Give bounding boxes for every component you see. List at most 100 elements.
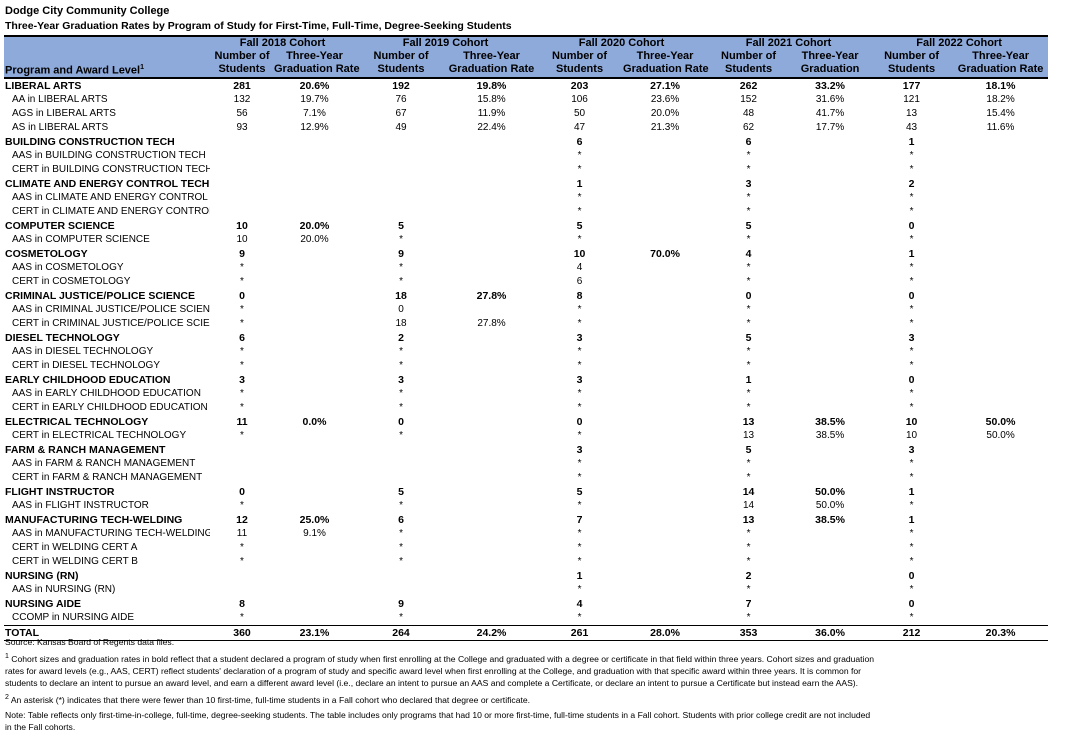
student-count: * xyxy=(577,612,582,624)
program-row: NURSING (RN) 1 2 0 xyxy=(4,569,1048,583)
student-count: * xyxy=(746,528,751,540)
student-count: 7 xyxy=(745,598,752,611)
student-count: 192 xyxy=(392,80,410,93)
student-count: 62 xyxy=(742,122,755,134)
graduation-rate xyxy=(790,177,870,191)
student-count: 8 xyxy=(239,598,245,611)
student-count: * xyxy=(746,206,751,218)
student-count: * xyxy=(746,318,751,330)
graduation-rate xyxy=(623,415,707,429)
graduation-rate xyxy=(274,359,355,373)
graduation-rate: 27.8% xyxy=(477,318,506,330)
student-count: 6 xyxy=(576,136,583,149)
student-count xyxy=(355,471,447,485)
student-count: * xyxy=(240,276,244,288)
student-count: * xyxy=(577,304,582,316)
program-label: CRIMINAL JUSTICE/POLICE SCIENCE xyxy=(5,290,195,303)
graduation-rate xyxy=(790,233,870,247)
student-count: 47 xyxy=(573,122,586,134)
graduation-rate xyxy=(953,163,1048,177)
student-count: * xyxy=(577,388,582,400)
student-count: 4 xyxy=(576,598,583,611)
graduation-rate xyxy=(953,205,1048,219)
student-count: * xyxy=(577,430,582,442)
graduation-rate xyxy=(274,205,355,219)
graduation-rate: 9.1% xyxy=(303,528,326,540)
graduation-rate xyxy=(447,401,536,415)
student-count: 262 xyxy=(739,80,758,93)
footnote-1: 1 Cohort sizes and graduation rates in b… xyxy=(5,653,875,688)
student-count: * xyxy=(577,164,582,176)
student-count xyxy=(210,471,274,485)
student-count: * xyxy=(399,430,403,442)
graduation-rate xyxy=(790,275,870,289)
student-count: * xyxy=(909,192,914,204)
graduation-rate: 18.1% xyxy=(985,80,1016,93)
graduation-rate xyxy=(274,471,355,485)
graduation-rate xyxy=(790,359,870,373)
student-count: 48 xyxy=(742,108,755,120)
award-row: AA in LIBERAL ARTS 132 19.7% 76 15.8% 106 23.6… xyxy=(4,93,1048,107)
program-row: NURSING AIDE 8 9 4 7 0 xyxy=(4,597,1048,611)
column-header: Three-Year xyxy=(447,49,537,62)
graduation-rate xyxy=(623,163,707,177)
graduation-rate xyxy=(447,415,536,429)
student-count: 1 xyxy=(908,514,915,527)
graduation-rate: 27.8% xyxy=(476,290,507,303)
student-count: * xyxy=(746,360,751,372)
graduation-rate xyxy=(274,303,355,317)
student-count: * xyxy=(746,262,751,274)
student-count: 13 xyxy=(906,108,918,120)
student-count: * xyxy=(746,276,751,288)
student-count: 9 xyxy=(239,248,245,261)
program-label: CERT in CRIMINAL JUSTICE/POLICE SCIEN xyxy=(12,318,210,330)
graduation-rate xyxy=(447,499,536,513)
student-count xyxy=(210,163,274,177)
graduation-rate xyxy=(623,471,707,485)
graduation-rate xyxy=(274,611,355,626)
student-count: 3 xyxy=(239,374,245,387)
student-count: * xyxy=(746,388,751,400)
graduation-rate: 17.7% xyxy=(815,122,845,134)
graduation-rate xyxy=(274,401,355,415)
column-header: Graduation Rate xyxy=(953,62,1049,80)
graduation-rate xyxy=(790,401,870,415)
student-count: * xyxy=(399,388,403,400)
award-row: AAS in CLIMATE AND ENERGY CONTROL TECH * *… xyxy=(4,191,1048,205)
student-count: * xyxy=(746,192,751,204)
student-count xyxy=(355,191,447,205)
award-row: CERT in WELDING CERT B * * * * * xyxy=(4,555,1048,569)
student-count: * xyxy=(399,346,403,358)
graduation-rate xyxy=(790,471,870,485)
graduation-rate: 18.2% xyxy=(986,94,1015,106)
award-row: CERT in COSMETOLOGY * * 6 * * xyxy=(4,275,1048,289)
column-header: Number of xyxy=(536,49,624,62)
program-label: CERT in BUILDING CONSTRUCTION TECH xyxy=(12,164,210,176)
award-row: CERT in CLIMATE AND ENERGY CONTROL TECH *… xyxy=(4,205,1048,219)
graduation-rate xyxy=(790,457,870,471)
graduation-rate: 20.6% xyxy=(299,80,330,93)
student-count: 12 xyxy=(236,514,248,527)
student-count: 3 xyxy=(398,374,404,387)
graduation-rate xyxy=(623,317,707,331)
graduation-rate xyxy=(623,205,707,219)
graduation-rate xyxy=(274,135,355,149)
graduation-rate: 23.1% xyxy=(274,625,356,642)
student-count: 10 xyxy=(573,248,586,261)
program-row: COMPUTER SCIENCE 10 20.0% 5 5 5 0 xyxy=(4,219,1048,233)
program-label: COMPUTER SCIENCE xyxy=(5,220,115,233)
student-count: * xyxy=(240,430,244,442)
program-label: NURSING AIDE xyxy=(5,598,82,611)
graduation-rate xyxy=(623,569,707,583)
student-count: * xyxy=(746,150,751,162)
program-label: AAS in FARM & RANCH MANAGEMENT xyxy=(12,458,196,470)
graduation-rate xyxy=(790,611,870,626)
graduation-rate xyxy=(790,289,870,303)
graduation-rate: 27.1% xyxy=(650,80,680,93)
student-count: * xyxy=(577,458,582,470)
student-count: 152 xyxy=(740,94,757,106)
student-count: * xyxy=(909,304,914,316)
column-header: Students xyxy=(210,62,274,80)
graduation-rate xyxy=(274,583,355,597)
student-count: 0 xyxy=(908,290,915,303)
